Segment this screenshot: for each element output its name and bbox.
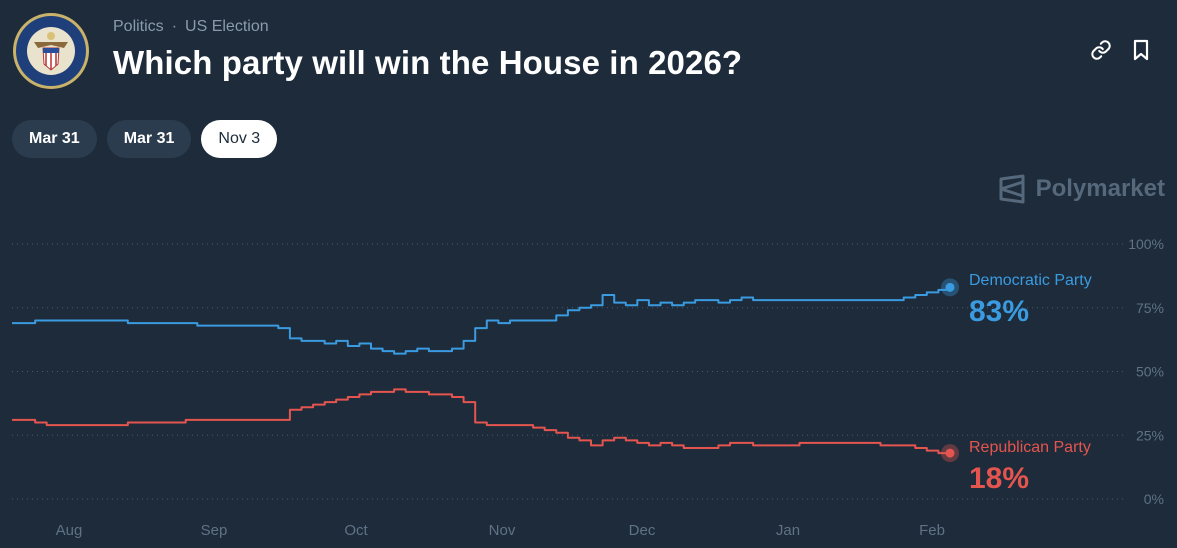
brand-name: Polymarket <box>1035 175 1165 202</box>
polymarket-logo-icon <box>999 174 1025 204</box>
copy-link-button[interactable] <box>1089 36 1113 64</box>
y-tick-label: 100% <box>1128 236 1164 252</box>
y-tick-label: 0% <box>1144 491 1164 507</box>
y-tick-label: 75% <box>1136 300 1164 316</box>
x-tick-label: Jan <box>776 522 800 539</box>
x-tick-label: Nov <box>489 522 516 539</box>
democratic-series-line <box>12 287 951 355</box>
breadcrumb: Politics · US Election <box>113 18 269 36</box>
date-tabs: Mar 31 Mar 31 Nov 3 <box>12 120 278 158</box>
tab-nov-3[interactable]: Nov 3 <box>201 120 278 158</box>
market-actions <box>1089 36 1153 64</box>
x-tick-label: Dec <box>629 522 656 539</box>
x-tick-label: Feb <box>919 522 945 539</box>
bookmark-button[interactable] <box>1129 36 1153 64</box>
series-percent-label: 83% <box>969 295 1029 328</box>
y-tick-label: 50% <box>1136 364 1164 380</box>
house-seal-logo <box>13 13 89 89</box>
page-title: Which party will win the House in 2026? <box>113 44 743 81</box>
breadcrumb-category[interactable]: Politics <box>113 18 164 35</box>
breadcrumb-separator: · <box>171 18 178 35</box>
series-name-label: Democratic Party <box>969 272 1092 289</box>
tab-mar-31-second[interactable]: Mar 31 <box>106 120 192 158</box>
x-tick-label: Oct <box>344 522 368 539</box>
polymarket-watermark: Polymarket <box>998 174 1165 204</box>
republican-series-line <box>12 388 950 455</box>
series-endpoint-dot <box>945 448 955 458</box>
tab-mar-31-first[interactable]: Mar 31 <box>12 120 97 158</box>
x-tick-label: Sep <box>201 522 228 539</box>
x-tick-label: Aug <box>56 522 83 539</box>
series-name-label: Republican Party <box>969 439 1091 456</box>
series-endpoint-dot <box>945 282 955 292</box>
breadcrumb-subcategory[interactable]: US Election <box>185 18 269 35</box>
series-percent-label: 18% <box>969 462 1029 495</box>
y-tick-label: 25% <box>1136 427 1164 443</box>
bookmark-icon <box>1133 39 1149 61</box>
link-icon <box>1091 40 1111 60</box>
